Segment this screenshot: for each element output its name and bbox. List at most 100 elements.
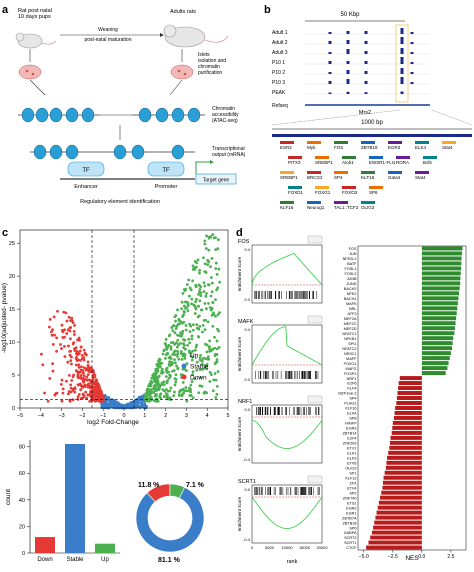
nes-tf-label: JUND — [346, 282, 356, 286]
volcano-point-up — [165, 381, 169, 385]
nes-xlabel: NES — [405, 555, 419, 562]
nes-bar — [397, 391, 422, 396]
motif-box — [288, 156, 302, 159]
gsea-y-tick-label: -0.4 — [243, 537, 251, 542]
volcano-point-down — [92, 386, 96, 390]
track-peak — [400, 57, 404, 64]
panel-c-donut: 11.8 % 7.1 % 81.1 % — [135, 482, 205, 564]
volcano-point-down — [65, 319, 69, 323]
volcano-point-up — [176, 349, 180, 353]
volcano-point-up — [186, 343, 190, 347]
volcano-point-up — [215, 392, 219, 396]
volcano-point-down — [59, 382, 63, 386]
motif-label: FOXD1 — [288, 190, 304, 195]
volcano-point-stable — [104, 403, 107, 407]
volcano-point-up — [187, 349, 191, 353]
volcano-point-up — [195, 323, 199, 327]
volcano-point-up — [208, 370, 212, 374]
nes-tf-label: SCRT1 — [344, 541, 356, 545]
tf-box-enhancer — [67, 161, 105, 177]
volcano-point-up — [193, 312, 197, 315]
nes-bar — [377, 505, 422, 510]
volcano-point-up — [184, 324, 188, 327]
volcano-point-up — [216, 370, 220, 373]
volcano-point-up — [198, 269, 202, 272]
volcano-point-up — [169, 341, 173, 345]
volcano-y-tick-label: 15 — [9, 307, 15, 313]
nes-tf-label: JUN — [349, 252, 357, 256]
motif-label: FOS — [334, 145, 343, 150]
volcano-point-stable — [126, 403, 129, 407]
volcano-point-up — [144, 396, 148, 400]
volcano-point-up — [199, 376, 202, 379]
volcano-point-up — [195, 360, 199, 364]
volcano-point-up — [197, 304, 200, 308]
volcano-point-down — [85, 375, 89, 379]
volcano-point-down — [76, 373, 80, 376]
volcano-point-up — [155, 381, 159, 385]
track-peak — [400, 28, 404, 34]
volcano-point-up — [198, 299, 202, 303]
nes-tf-label: KLF4 — [347, 387, 356, 391]
volcano-point-up — [211, 300, 215, 304]
volcano-point-up — [191, 396, 195, 400]
volcano-point-down — [77, 363, 81, 367]
gsea-title: FOS — [238, 239, 250, 245]
volcano-point-down — [83, 351, 87, 355]
motif-label: PITX3 — [288, 160, 301, 165]
volcano-point-up — [194, 348, 197, 352]
volcano-point-up — [211, 389, 215, 393]
nes-tf-label: FOSL1 — [344, 267, 356, 271]
nes-bar — [421, 281, 461, 286]
motif-label: EWSR1-FLI1 — [369, 160, 396, 165]
volcano-point-up — [162, 380, 166, 384]
volcano-point-down — [41, 363, 45, 367]
motif-label: ELK4 — [415, 145, 427, 150]
track-peak — [328, 81, 332, 84]
gsea-plot-frame — [251, 404, 323, 464]
volcano-point-up — [214, 267, 218, 270]
gsea-plot-frame — [251, 244, 323, 304]
pup-rat-icon — [15, 32, 57, 49]
panel-label-c: c — [2, 227, 8, 239]
genome-tracks: Adult 1 Adult 2 Adult 3 P10 1 P10 2 P10 3 PEAK — [272, 24, 430, 103]
volcano-point-down — [70, 379, 74, 382]
volcano-point-down — [94, 378, 98, 382]
volcano-point-up — [203, 262, 207, 266]
nes-tf-label: FOSL2 — [344, 272, 356, 276]
volcano-point-stable — [138, 396, 141, 400]
volcano-point-up — [165, 393, 169, 397]
track-peak — [346, 79, 350, 84]
volcano-point-down — [73, 323, 76, 327]
volcano-point-up — [172, 324, 176, 328]
motif-box — [396, 156, 410, 159]
nes-bar — [398, 386, 422, 391]
motif-logo-icon — [307, 395, 323, 404]
volcano-point-up — [176, 355, 179, 358]
chromatin-row-1 — [18, 107, 100, 123]
volcano-point-up — [203, 239, 207, 243]
volcano-point-up — [198, 356, 202, 360]
nes-bar — [374, 520, 422, 525]
volcano-point-up — [176, 338, 180, 342]
volcano-point-up — [217, 238, 220, 242]
volcano-point-stable — [141, 397, 144, 401]
volcano-point-down — [80, 354, 84, 357]
panel-b: 50 Kbp Adult 1 Adult 2 Adult 3 P10 1 P10 2 P1… — [271, 12, 473, 210]
nes-bar — [384, 470, 422, 475]
gsea-title: NRF1 — [238, 399, 252, 405]
nes-bar — [389, 445, 422, 450]
nes-x-tick-label: 2.5 — [447, 554, 454, 560]
tf-label-promoter: TF — [162, 168, 170, 174]
volcano-point-up — [184, 287, 188, 291]
motif-box — [307, 201, 321, 204]
nes-tf-label: ETV6 — [347, 461, 357, 465]
volcano-point-up — [203, 302, 207, 305]
nes-bar — [389, 440, 422, 445]
volcano-legend: Up Stable Down — [181, 352, 209, 382]
nes-tf-label: JUNB — [347, 277, 357, 281]
maturation-label: post-natal maturation — [85, 37, 132, 43]
volcano-point-stable — [141, 399, 145, 403]
volcano-x-tick-label: 3 — [185, 413, 188, 419]
motif-box — [423, 156, 437, 159]
